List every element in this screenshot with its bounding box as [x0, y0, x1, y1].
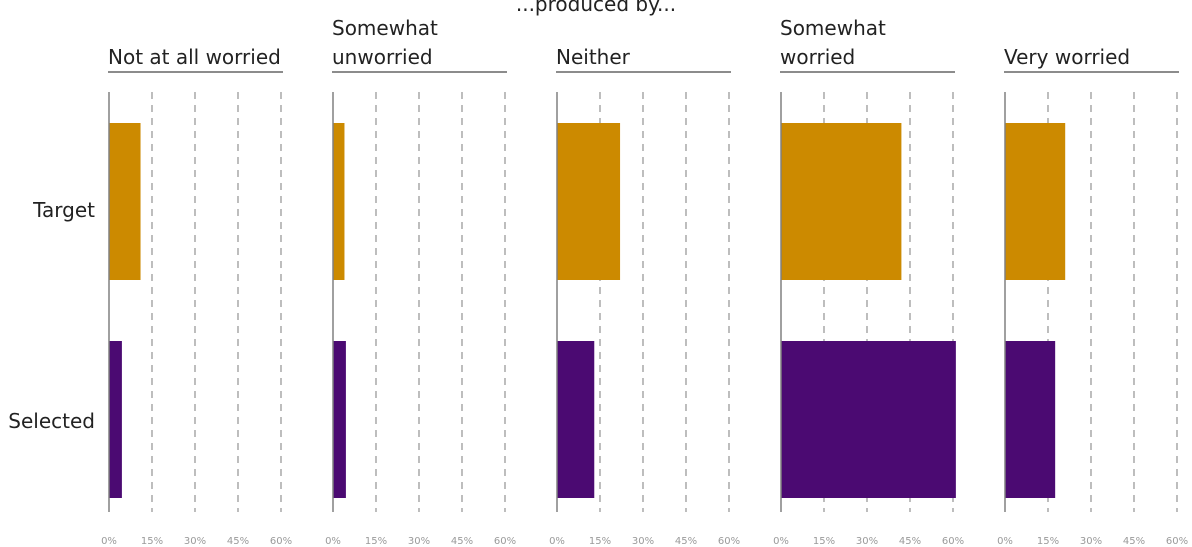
tick-label-somewhat-worried-60: 60%: [942, 536, 964, 547]
tick-label-somewhat-unworried-60: 60%: [494, 536, 516, 547]
tick-label-somewhat-worried-30: 30%: [856, 536, 878, 547]
bar-neither-target: [557, 123, 621, 280]
chart-title: ...produced by...: [515, 0, 677, 16]
tick-label-very-worried-45: 45%: [1123, 536, 1145, 547]
bar-not-at-all-worried-target: [109, 123, 141, 280]
tick-label-somewhat-unworried-30: 30%: [408, 536, 430, 547]
panel-title-somewhat-worried-line-2: worried: [780, 45, 855, 69]
panel-title-somewhat-unworried-line-1: Somewhat: [332, 16, 438, 40]
category-label-selected: Selected: [8, 409, 95, 433]
tick-label-not-at-all-worried-0: 0%: [101, 536, 117, 547]
bar-somewhat-unworried-selected: [333, 341, 346, 498]
bar-not-at-all-worried-selected: [109, 341, 122, 498]
panel-title-not-at-all-worried: Not at all worried: [108, 45, 281, 69]
bar-very-worried-target: [1005, 123, 1066, 280]
tick-label-neither-30: 30%: [632, 536, 654, 547]
tick-label-not-at-all-worried-60: 60%: [270, 536, 292, 547]
bar-somewhat-unworried-target: [333, 123, 345, 280]
panel-title-somewhat-worried-line-1: Somewhat: [780, 16, 886, 40]
tick-label-not-at-all-worried-15: 15%: [141, 536, 163, 547]
bar-somewhat-worried-selected: [781, 341, 956, 498]
tick-label-not-at-all-worried-45: 45%: [227, 536, 249, 547]
tick-label-very-worried-15: 15%: [1037, 536, 1059, 547]
tick-label-somewhat-worried-0: 0%: [773, 536, 789, 547]
tick-label-somewhat-unworried-0: 0%: [325, 536, 341, 547]
category-label-target: Target: [32, 198, 95, 222]
tick-label-very-worried-0: 0%: [997, 536, 1013, 547]
panel-title-neither: Neither: [556, 45, 631, 69]
tick-label-very-worried-60: 60%: [1166, 536, 1188, 547]
tick-label-somewhat-worried-45: 45%: [899, 536, 921, 547]
tick-label-somewhat-worried-15: 15%: [813, 536, 835, 547]
tick-label-neither-45: 45%: [675, 536, 697, 547]
tick-label-neither-60: 60%: [718, 536, 740, 547]
tick-label-somewhat-unworried-45: 45%: [451, 536, 473, 547]
tick-label-neither-0: 0%: [549, 536, 565, 547]
tick-label-somewhat-unworried-15: 15%: [365, 536, 387, 547]
bar-neither-selected: [557, 341, 595, 498]
tick-label-very-worried-30: 30%: [1080, 536, 1102, 547]
tick-label-neither-15: 15%: [589, 536, 611, 547]
bar-somewhat-worried-target: [781, 123, 902, 280]
bar-very-worried-selected: [1005, 341, 1056, 498]
panel-title-very-worried: Very worried: [1004, 45, 1130, 69]
panel-title-somewhat-unworried-line-2: unworried: [332, 45, 433, 69]
tick-label-not-at-all-worried-30: 30%: [184, 536, 206, 547]
